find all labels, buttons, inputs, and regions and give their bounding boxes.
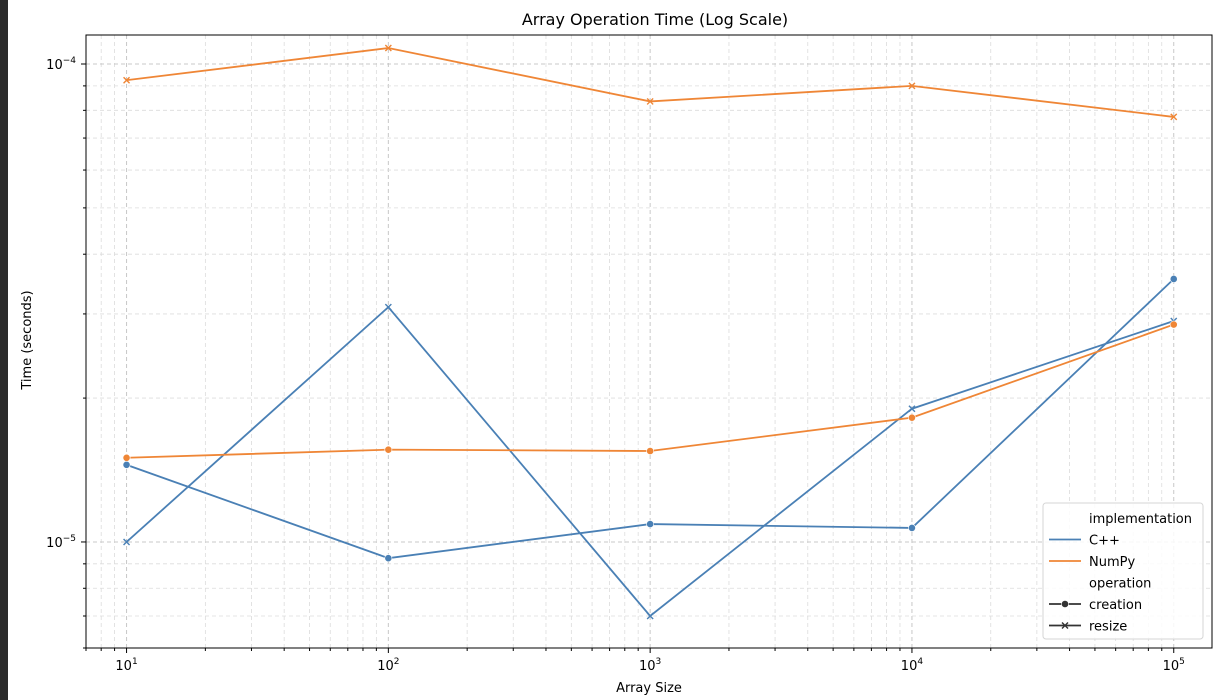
legend: implementation C++ NumPy operation creation r… — [1042, 502, 1204, 640]
legend-label: operation — [1089, 577, 1151, 592]
data-point — [122, 460, 131, 469]
legend-label: C++ — [1089, 534, 1120, 549]
data-point — [123, 538, 131, 546]
series-cpp-resize — [123, 303, 1178, 620]
data-point — [384, 554, 393, 563]
data-point — [646, 612, 654, 620]
y-tick-label: 10−4 — [46, 56, 76, 73]
plot-frame — [85, 34, 1213, 649]
data-point — [384, 445, 393, 454]
x-tick-label: 103 — [639, 657, 661, 674]
legend-label: NumPy — [1089, 555, 1135, 570]
legend-entry-cpp: C++ — [1049, 534, 1120, 549]
y-axis-label: Time (seconds) — [20, 290, 35, 390]
data-point — [1061, 622, 1069, 629]
axis-ticks: 101 102 103 104 105 10−5 10−4 — [46, 56, 1185, 674]
data-point — [908, 82, 916, 90]
data-point — [908, 524, 916, 532]
data-point — [1169, 320, 1178, 329]
series-line — [126, 278, 1175, 560]
legend-entry-resize: resize — [1049, 620, 1127, 635]
legend-entry-implementation: implementation — [1089, 512, 1192, 527]
x-tick-label: 104 — [901, 657, 924, 674]
x-tick-label: 101 — [115, 657, 137, 674]
x-tick-label: 105 — [1163, 657, 1185, 674]
legend-entry-creation: creation — [1049, 598, 1142, 613]
series-layer — [122, 44, 1178, 620]
data-point — [908, 413, 916, 422]
x-axis-label: Array Size — [616, 681, 682, 696]
data-point — [122, 453, 131, 462]
legend-entry-numpy: NumPy — [1049, 555, 1135, 570]
chart-title: Array Operation Time (Log Scale) — [522, 10, 788, 29]
data-point — [384, 303, 392, 311]
window-edge — [0, 0, 8, 700]
data-point — [646, 97, 654, 105]
data-point — [384, 44, 392, 52]
data-point — [646, 520, 655, 528]
data-point — [1170, 113, 1178, 121]
series-numpy-creation — [122, 320, 1178, 462]
data-point — [123, 76, 131, 84]
y-tick-label: 10−5 — [46, 534, 76, 551]
series-cpp-creation — [122, 275, 1178, 563]
data-point — [646, 447, 655, 455]
series-numpy-resize — [123, 44, 1178, 121]
data-point — [1061, 600, 1069, 608]
legend-label: creation — [1089, 598, 1142, 613]
data-point — [1169, 275, 1178, 283]
legend-entry-operation: operation — [1089, 577, 1151, 592]
x-tick-label: 102 — [377, 657, 399, 674]
data-point — [908, 405, 916, 413]
legend-box — [1042, 502, 1204, 640]
legend-label: resize — [1089, 620, 1127, 635]
legend-label: implementation — [1089, 512, 1192, 527]
